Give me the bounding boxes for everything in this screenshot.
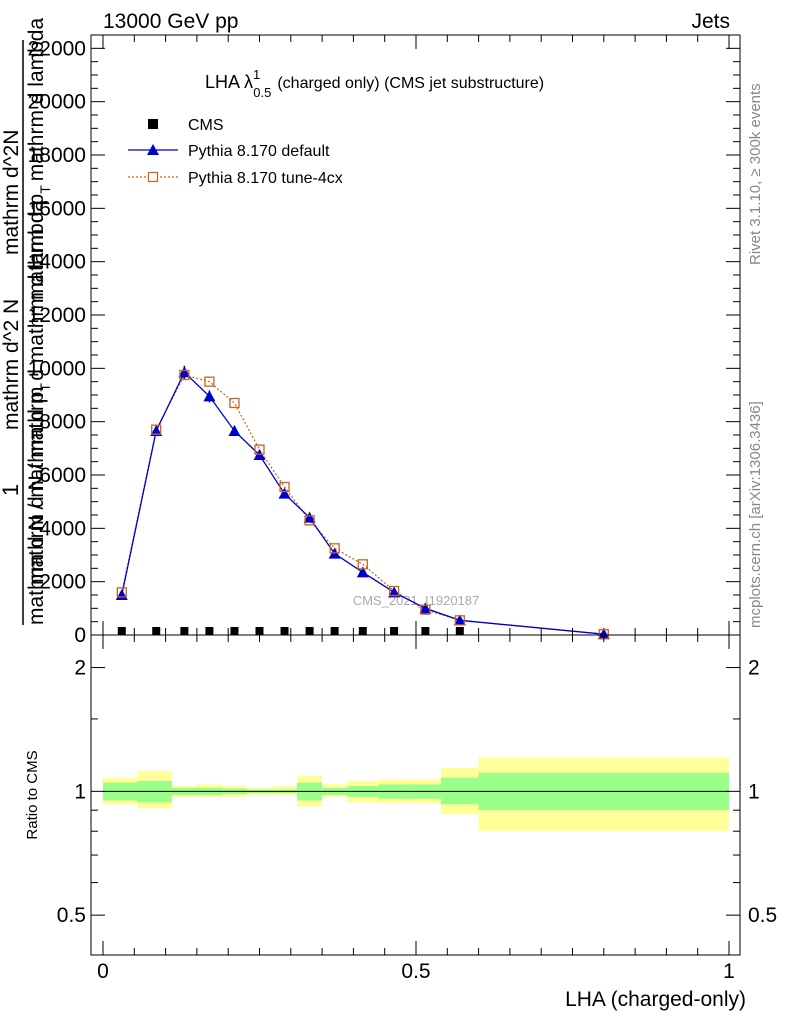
- legend-label-cms: CMS: [188, 117, 224, 134]
- header-right: Jets: [691, 10, 730, 33]
- ratio-axes: 0.5 0.5 1 1 2 2 0 0.5 1: [57, 635, 777, 983]
- point-pythia-tune: [116, 587, 127, 598]
- point-pythia-default: [150, 425, 163, 436]
- point-pythia-tune: [388, 585, 400, 597]
- point-pythia-tune: [204, 376, 215, 387]
- title-sub: 0.5: [253, 85, 271, 100]
- mcplots-label: mcplots.cern.ch [arXiv:1306.3436]: [747, 401, 764, 628]
- point-cms: [180, 627, 189, 635]
- point-pythia-default: [303, 511, 316, 523]
- x-tick-label: 1: [723, 960, 735, 983]
- point-cms: [280, 627, 289, 635]
- ratio-y-tick-label: 0.5: [57, 904, 86, 927]
- point-cms: [390, 627, 399, 635]
- main-axes: 0 2000 4000 6000 8000 10000 12000 14000 16000 180…: [28, 34, 740, 647]
- ratio-frame: [90, 634, 741, 956]
- point-pythia-default: [203, 390, 216, 402]
- watermark: CMS_2021_I1920187: [353, 593, 480, 608]
- ylabel-num-1: 1: [0, 484, 23, 496]
- y-tick-label: 6000: [39, 464, 86, 487]
- ratio-bands: [103, 757, 729, 832]
- point-pythia-tune: [229, 397, 240, 409]
- ratio-y-tick-label-right: 0.5: [748, 904, 777, 927]
- point-pythia-tune: [279, 481, 290, 493]
- point-cms: [330, 627, 339, 635]
- ratio-panel: 0.5 0.5 1 1 2 2 0 0.5 1 Ratio to CMS LHA (charge…: [24, 634, 777, 1011]
- point-pythia-default: [356, 566, 369, 578]
- point-cms: [205, 627, 214, 635]
- y-tick-label: 20000: [28, 91, 86, 114]
- legend-label-default: Pythia 8.170 default: [188, 143, 330, 160]
- title-sup: 1: [253, 67, 260, 82]
- point-cms: [305, 627, 314, 635]
- y-tick-label: 4000: [39, 517, 86, 540]
- point-cms: [358, 627, 367, 635]
- y-tick-label: 10000: [28, 357, 86, 380]
- legend-marker-default: [147, 144, 159, 155]
- title-rest: (charged only) (CMS jet substructure): [277, 75, 544, 92]
- point-pythia-tune: [420, 604, 431, 615]
- y-tick-label: 8000: [39, 411, 86, 434]
- point-cms: [255, 627, 264, 635]
- y-tick-label: 0: [74, 624, 86, 647]
- ylabel-num-2: mathrm d^2N: [0, 130, 23, 255]
- main-panel: 0 2000 4000 6000 8000 10000 12000 14000 16000 180…: [28, 34, 741, 647]
- ratio-y-tick-label: 1: [74, 780, 86, 803]
- main-ylabel: 1 mathrm d N / mathrm d pT mathrm d^2N m…: [0, 18, 53, 625]
- point-pythia-default: [228, 425, 241, 436]
- header-left: 13000 GeV pp: [103, 10, 238, 33]
- point-pythia-tune: [179, 369, 190, 381]
- legend-label-tune: Pythia 8.170 tune-4cx: [188, 170, 343, 187]
- y-tick-label: 2000: [39, 571, 86, 594]
- point-cms: [117, 627, 126, 635]
- ylabel-den-1: mathrm d N / mathrm d pT: [25, 383, 53, 625]
- ylabel-overlap-1: mathrm d N / mathrm d mathrm d lambda: [25, 200, 48, 585]
- point-pythia-tune: [357, 559, 368, 570]
- legend-marker-tune: [147, 171, 159, 183]
- point-cms: [455, 627, 464, 635]
- y-tick-label: 14000: [28, 251, 86, 274]
- point-cms: [421, 627, 430, 635]
- ylabel-den-2: mathrm d pTmathrm d lambda: [25, 18, 53, 300]
- point-pythia-default: [597, 628, 610, 640]
- ratio-y-tick-label-right: 1: [748, 780, 760, 803]
- chart-title: LHA λ1 0.5 (charged only) (CMS jet substru…: [205, 67, 544, 100]
- y-tick-label: 12000: [28, 304, 86, 327]
- point-pythia-tune: [329, 543, 340, 554]
- y-tick-label: 22000: [28, 37, 86, 60]
- point-pythia-default: [388, 586, 401, 598]
- point-pythia-tune: [254, 444, 265, 455]
- legend-marker-cms: [148, 119, 158, 129]
- x-axis-label: LHA (charged-only): [565, 988, 746, 1011]
- legend: CMS Pythia 8.170 default Pythia 8.170 tu…: [128, 117, 343, 187]
- point-cms: [230, 627, 239, 635]
- main-series: [115, 365, 610, 640]
- point-pythia-default: [278, 487, 291, 499]
- y-tick-label: 16000: [28, 197, 86, 220]
- ratio-y-tick-label: 2: [74, 657, 86, 680]
- ratio-y-tick-label-right: 2: [748, 657, 760, 680]
- point-pythia-tune: [454, 615, 465, 626]
- ratio-ylabel: Ratio to CMS: [24, 750, 41, 839]
- x-tick-label: 0.5: [401, 960, 430, 983]
- title-main: LHA λ: [205, 72, 253, 92]
- y-tick-label: 18000: [28, 144, 86, 167]
- x-tick-label: 0: [97, 960, 109, 983]
- point-pythia-default: [419, 602, 432, 614]
- point-pythia-tune: [151, 424, 162, 435]
- point-pythia-tune: [304, 515, 315, 526]
- point-pythia-default: [453, 614, 466, 626]
- point-pythia-default: [178, 366, 191, 378]
- point-cms: [152, 627, 161, 635]
- rivet-label: Rivet 3.1.10, ≥ 300k events: [747, 83, 764, 265]
- ylabel-overlap-2: mathrm d^2 N: [0, 299, 23, 430]
